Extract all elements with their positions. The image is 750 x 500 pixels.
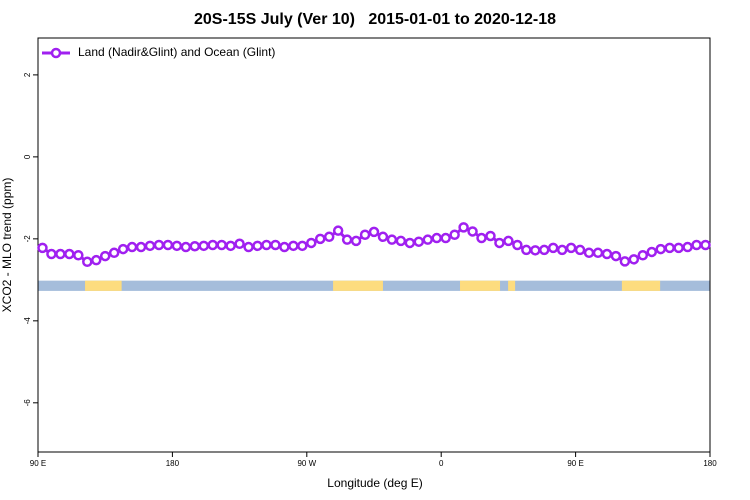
land-segment [621, 280, 661, 291]
data-point [225, 240, 236, 252]
legend-marker [50, 47, 62, 59]
y-tick-label: 0 [23, 154, 32, 159]
data-point [341, 234, 353, 245]
data-point [700, 239, 711, 251]
data-point [601, 248, 613, 260]
y-axis-label: XCO2 - MLO trend (ppm) [0, 178, 14, 313]
data-point [413, 236, 425, 247]
data-point [691, 239, 702, 251]
data-point [431, 232, 442, 244]
land-segment [85, 280, 122, 291]
data-point [646, 246, 658, 258]
data-point [261, 239, 272, 251]
data-point [377, 231, 389, 243]
data-point [64, 248, 75, 260]
data-point [395, 235, 407, 247]
data-point [332, 225, 344, 236]
data-point [538, 244, 550, 256]
data-point [306, 237, 317, 249]
data-point [556, 244, 568, 256]
data-point [297, 240, 308, 252]
data-point [619, 256, 631, 267]
data-point [350, 235, 362, 247]
data-point [234, 238, 245, 250]
data-point [216, 239, 227, 251]
y-tick-label: -6 [23, 399, 32, 407]
data-point [628, 254, 640, 265]
y-tick-label: 2 [23, 72, 32, 77]
data-point [126, 241, 138, 253]
x-tick-label: 0 [439, 459, 444, 468]
land-segment [333, 280, 383, 291]
data-point [288, 240, 299, 252]
data-point [252, 240, 263, 252]
data-point [592, 247, 604, 259]
x-tick-label: 90 E [567, 459, 583, 468]
data-point [494, 237, 505, 249]
data-point [449, 229, 460, 241]
data-point [270, 239, 281, 251]
data-point [37, 242, 48, 254]
data-point [314, 233, 326, 245]
data-point [144, 240, 156, 252]
data-point [279, 241, 290, 253]
data-point [521, 244, 532, 256]
x-tick-label: 180 [166, 459, 180, 468]
data-point [368, 226, 380, 238]
data-point [198, 240, 210, 252]
x-tick-label: 180 [703, 459, 717, 468]
data-point [467, 226, 478, 237]
data-point [99, 250, 111, 262]
chart-title: 20S-15S July (Ver 10) 2015-01-01 to 2020… [194, 11, 556, 28]
data-point [90, 254, 102, 266]
data-point [73, 249, 84, 261]
data-point [153, 239, 165, 251]
data-point [610, 250, 622, 262]
data-point [673, 242, 684, 254]
data-point [189, 240, 201, 252]
data-point [46, 248, 57, 260]
data-point [574, 244, 586, 256]
data-point [655, 243, 666, 255]
data-point [404, 237, 416, 249]
data-point [530, 245, 541, 256]
data-point [682, 241, 693, 253]
data-point [386, 234, 398, 245]
x-axis-label: Longitude (deg E) [327, 476, 422, 490]
data-point [117, 243, 129, 255]
x-tick-label: 90 W [297, 459, 316, 468]
y-tick-label: -4 [23, 317, 32, 325]
data-point [207, 239, 218, 251]
data-point [422, 234, 434, 245]
data-point [637, 249, 649, 261]
data-point [323, 231, 335, 243]
data-point [180, 241, 192, 253]
data-point [565, 242, 577, 254]
legend-label: Land (Nadir&Glint) and Ocean (Glint) [78, 45, 275, 59]
land-segment [508, 280, 516, 291]
data-point [476, 232, 487, 244]
data-point [440, 232, 451, 244]
data-point [485, 230, 496, 242]
data-point [55, 248, 66, 260]
data-point [359, 229, 371, 241]
data-point [503, 235, 514, 247]
land-segment [460, 280, 501, 291]
data-point [108, 247, 120, 259]
data-point [82, 256, 93, 268]
data-point [583, 247, 595, 259]
data-point [458, 222, 469, 233]
data-point [547, 242, 559, 254]
y-tick-label: -2 [23, 235, 32, 243]
data-point [664, 242, 675, 254]
x-tick-label: 90 E [30, 459, 46, 468]
data-point [512, 239, 523, 251]
data-point [135, 241, 147, 253]
data-point [243, 241, 254, 253]
data-point [162, 239, 174, 251]
data-point [171, 240, 183, 252]
